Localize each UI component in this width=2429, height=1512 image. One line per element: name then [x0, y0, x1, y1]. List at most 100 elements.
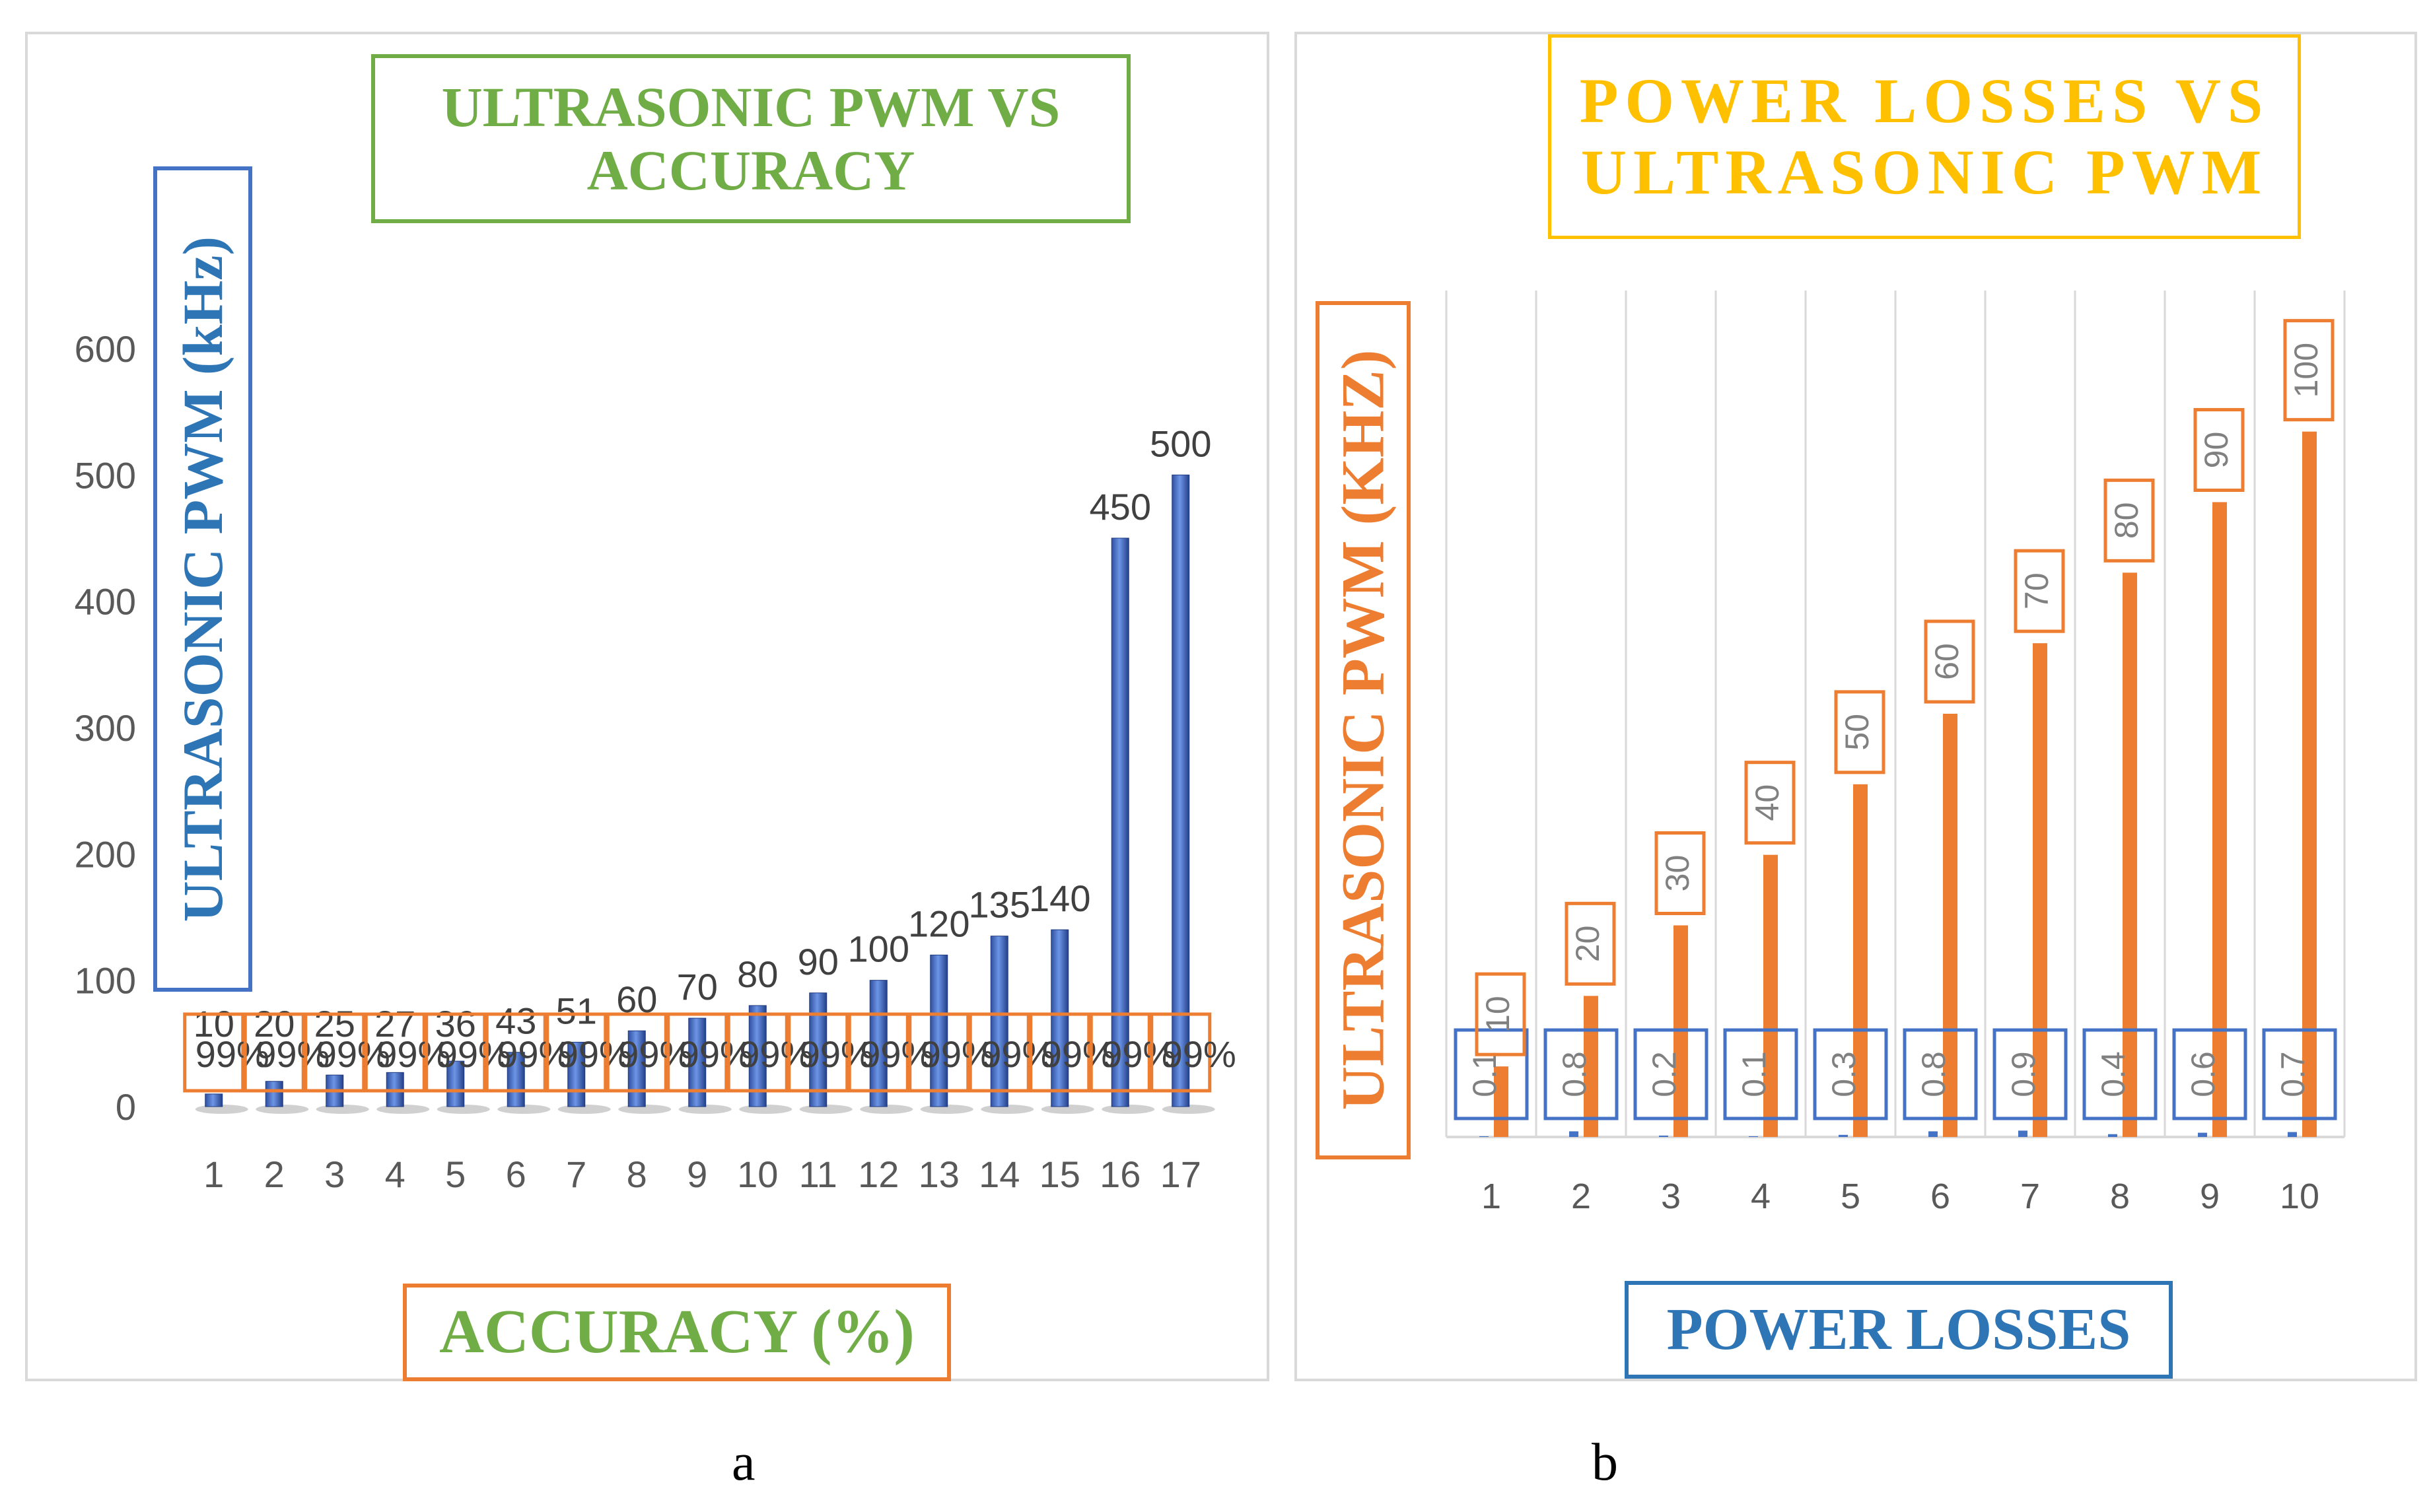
data-label-series-2: 60 — [1928, 643, 1965, 680]
data-label-series-1: 0.4 — [2095, 1051, 2132, 1097]
x-tick-label: 8 — [627, 1153, 647, 1195]
data-label-box-series-1 — [1723, 1028, 1798, 1120]
chart-panel-b: POWER LOSSES VS ULTRASONIC PWM ULTRASONI… — [1294, 32, 2417, 1381]
data-label-box — [666, 1012, 728, 1093]
data-label-value: 25 — [314, 1003, 355, 1045]
data-label-value: 80 — [737, 953, 778, 995]
data-label-series-1: 0.7 — [2274, 1051, 2311, 1097]
x-tick-label: 8 — [2110, 1177, 2130, 1216]
data-label-box-series-2 — [1565, 901, 1616, 986]
x-tick-label: 5 — [1841, 1177, 1860, 1216]
data-label-value: 90 — [798, 941, 839, 982]
bar-series-2 — [2302, 431, 2317, 1137]
bar-series-1 — [1569, 1131, 1578, 1137]
data-label-accuracy: 99% — [739, 1033, 813, 1075]
x-tick-label: 14 — [979, 1153, 1020, 1195]
data-label-series-1: 0.2 — [1646, 1051, 1683, 1097]
x-tick-label: 10 — [2280, 1177, 2319, 1216]
data-label-box-series-1 — [1813, 1028, 1888, 1120]
data-label-value: 10 — [194, 1003, 234, 1045]
data-label-series-1: 0.6 — [2185, 1051, 2222, 1097]
bar — [809, 992, 827, 1107]
bar-series-1 — [2018, 1130, 2027, 1137]
data-label-value: 100 — [848, 928, 909, 970]
bar-series-1 — [2288, 1132, 2297, 1137]
bar-series-2 — [2123, 572, 2137, 1137]
data-label-box — [726, 1012, 789, 1093]
data-label-value: 51 — [556, 990, 597, 1031]
data-label-series-1: 0.8 — [1556, 1051, 1593, 1097]
bar-series-1 — [1479, 1136, 1489, 1137]
bar-floor-shadow — [316, 1105, 369, 1114]
data-label-series-2: 10 — [1479, 996, 1516, 1033]
x-tick-label: 12 — [858, 1153, 899, 1195]
x-tick-label: 13 — [919, 1153, 960, 1195]
data-label-box-series-2 — [1654, 831, 1706, 915]
x-tick-label: 15 — [1039, 1153, 1080, 1195]
data-label-accuracy: 99% — [316, 1033, 390, 1075]
y-tick-label: 600 — [75, 328, 136, 370]
data-label-box — [485, 1012, 547, 1093]
data-label-series-2: 80 — [2108, 502, 2145, 539]
data-label-value: 450 — [1090, 486, 1151, 528]
data-label-box — [968, 1012, 1030, 1093]
x-tick-label: 3 — [1661, 1177, 1681, 1216]
data-label-accuracy: 99% — [679, 1033, 753, 1075]
bar-series-1 — [1659, 1135, 1668, 1137]
bar — [869, 980, 888, 1107]
bar-floor-shadow — [256, 1105, 309, 1114]
data-label-box-series-2 — [1834, 690, 1885, 774]
data-label-accuracy: 99% — [195, 1033, 269, 1075]
y-tick-label: 300 — [75, 707, 136, 749]
data-label-box — [183, 1012, 245, 1093]
bar-floor-shadow — [437, 1105, 490, 1114]
bar-floor-shadow — [678, 1105, 732, 1114]
bar — [1111, 537, 1129, 1107]
data-label-box-series-1 — [2172, 1028, 2247, 1120]
data-label-box-series-1 — [2082, 1028, 2158, 1120]
subfigure-label-b: b — [1592, 1433, 1618, 1492]
data-label-value: 70 — [677, 966, 718, 1008]
data-label-series-1: 0.8 — [1915, 1051, 1952, 1097]
data-label-box-series-2 — [1744, 761, 1796, 845]
data-label-box — [364, 1012, 426, 1093]
data-label-series-2: 40 — [1749, 784, 1786, 821]
x-tick-label: 5 — [445, 1153, 466, 1195]
data-label-accuracy: 99% — [376, 1033, 450, 1075]
data-label-value: 27 — [374, 1003, 415, 1045]
bar-series-1 — [1749, 1136, 1758, 1137]
data-label-box — [243, 1012, 305, 1093]
data-label-box-series-1 — [1903, 1028, 1978, 1120]
data-label-series-1: 0.9 — [2005, 1051, 2042, 1097]
bar — [567, 1041, 586, 1107]
data-label-box — [1029, 1012, 1091, 1093]
y-tick-label: 100 — [75, 960, 136, 1002]
y-tick-label: 500 — [75, 454, 136, 496]
data-label-box — [304, 1012, 366, 1093]
data-label-value: 36 — [435, 1003, 476, 1045]
chart-b-x-axis-label: POWER LOSSES — [1625, 1281, 2173, 1379]
data-label-accuracy: 99% — [437, 1033, 511, 1075]
bar-floor-shadow — [860, 1105, 913, 1114]
data-label-box-series-2 — [2193, 408, 2245, 492]
data-label-accuracy: 99% — [618, 1033, 692, 1075]
data-label-box — [787, 1012, 849, 1093]
chart-a-y-axis-label: ULTRASONIC PWM (kHz) — [153, 166, 252, 992]
x-tick-label: 4 — [1751, 1177, 1771, 1216]
data-label-value: 20 — [254, 1003, 295, 1045]
data-label-series-2: 70 — [2018, 572, 2055, 609]
y-tick-label: 400 — [75, 581, 136, 623]
data-label-series-2: 20 — [1569, 926, 1606, 963]
x-tick-label: 2 — [264, 1153, 285, 1195]
data-label-accuracy: 99% — [860, 1033, 934, 1075]
data-label-box — [1150, 1012, 1212, 1093]
x-tick-label: 7 — [566, 1153, 586, 1195]
x-tick-label: 11 — [799, 1153, 837, 1195]
data-label-series-2: 100 — [2288, 343, 2325, 397]
x-tick-label: 17 — [1160, 1153, 1201, 1195]
data-label-box — [908, 1012, 970, 1093]
chart-b-y-axis-label: ULTRASONIC PWM (KHZ) — [1316, 301, 1411, 1159]
chart-panel-a: ULTRASONIC PWM VS ACCURACY ULTRASONIC PW… — [25, 32, 1269, 1381]
chart-a-title: ULTRASONIC PWM VS ACCURACY — [371, 54, 1131, 223]
